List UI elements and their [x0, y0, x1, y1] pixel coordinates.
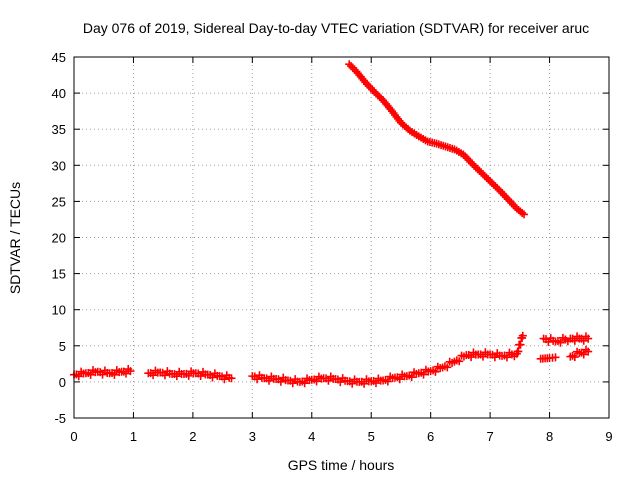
data-point	[455, 357, 464, 366]
data-point	[312, 377, 321, 386]
data-point	[431, 367, 440, 376]
x-tick-label: 6	[427, 429, 434, 444]
x-tick-label: 8	[546, 429, 553, 444]
data-point	[407, 373, 416, 382]
data-point	[467, 353, 476, 362]
x-tick-label: 5	[368, 429, 375, 444]
data-point	[348, 379, 357, 388]
data-point	[300, 379, 309, 388]
y-tick-label: 20	[52, 231, 66, 246]
data-point	[518, 208, 527, 217]
data-point	[579, 336, 588, 345]
y-tick-label: 35	[52, 122, 66, 137]
grid-lines	[74, 57, 609, 418]
data-point	[502, 353, 511, 362]
data-point	[395, 375, 404, 384]
data-point	[519, 210, 528, 219]
data-point	[126, 367, 135, 376]
x-tick-label: 1	[130, 429, 137, 444]
data-point	[584, 347, 593, 356]
x-axis-label: GPS time / hours	[288, 457, 395, 473]
x-tick-label: 2	[189, 429, 196, 444]
series-layer	[70, 60, 593, 388]
data-point	[110, 370, 119, 379]
data-point	[348, 63, 357, 72]
chart-title: Day 076 of 2019, Sidereal Day-to-day VTE…	[83, 20, 589, 36]
data-point	[383, 377, 392, 386]
data-point	[570, 336, 579, 345]
y-tick-label: 10	[52, 303, 66, 318]
data-point	[74, 372, 83, 381]
data-point	[264, 376, 273, 385]
y-tick-label: 30	[52, 158, 66, 173]
data-point	[404, 125, 413, 134]
y-tick-label: 5	[59, 339, 66, 354]
y-axis-label: SDTVAR / TECUs	[7, 182, 23, 294]
data-point	[570, 353, 579, 362]
y-tick-label: -5	[54, 411, 66, 426]
data-point	[478, 352, 487, 361]
data-point	[324, 376, 333, 385]
data-point	[86, 370, 95, 379]
data-point	[160, 371, 169, 380]
data-point	[493, 184, 502, 193]
x-tick-label: 3	[249, 429, 256, 444]
data-point	[490, 353, 499, 362]
data-point	[172, 372, 181, 381]
y-tick-label: 15	[52, 267, 66, 282]
axis-ticks	[73, 56, 610, 419]
data-point	[443, 363, 452, 372]
data-point	[360, 379, 369, 388]
data-point	[551, 353, 560, 362]
data-point	[276, 377, 285, 386]
x-tick-label: 0	[70, 429, 77, 444]
x-tick-label: 4	[308, 429, 315, 444]
data-point	[584, 334, 593, 343]
data-point	[122, 369, 131, 378]
data-point	[419, 370, 428, 379]
data-point	[347, 62, 356, 71]
data-point	[288, 379, 297, 388]
y-tick-label: 45	[52, 50, 66, 65]
data-point	[579, 350, 588, 359]
data-point	[196, 372, 205, 381]
y-tick-label: 25	[52, 194, 66, 209]
data-point	[227, 374, 236, 383]
data-point	[371, 379, 380, 388]
y-tick-label: 40	[52, 86, 66, 101]
data-point	[184, 371, 193, 380]
y-tick-label: 0	[59, 375, 66, 390]
x-tick-label: 9	[605, 429, 612, 444]
data-point	[149, 371, 158, 380]
data-point	[518, 331, 527, 340]
data-point	[208, 373, 217, 382]
data-point	[98, 370, 107, 379]
x-tick-label: 7	[486, 429, 493, 444]
data-point	[556, 338, 565, 347]
data-point	[345, 60, 354, 69]
